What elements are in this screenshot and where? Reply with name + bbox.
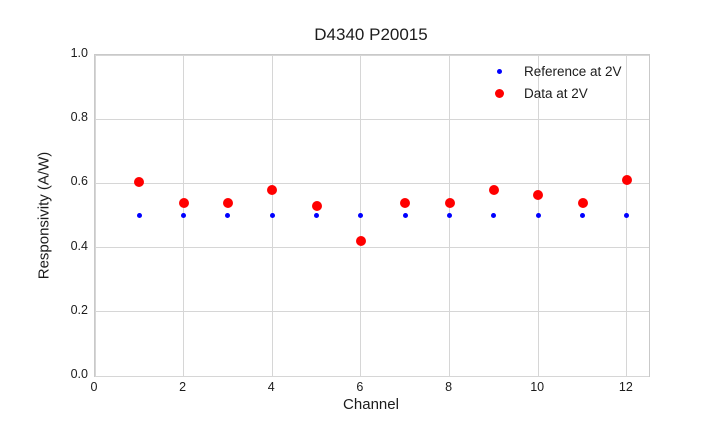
point-series1-ch8	[444, 197, 455, 208]
point-series0-ch2	[181, 213, 187, 218]
point-series1-ch5	[311, 200, 322, 211]
point-series1-ch6	[355, 236, 366, 247]
point-series1-ch9	[488, 184, 499, 195]
y-tick-label-0.4: 0.4	[70, 238, 88, 253]
legend-entry-0: Reference at 2V	[485, 61, 622, 83]
legend-label: Reference at 2V	[524, 64, 622, 80]
y-tick-label-0.0: 0.0	[70, 367, 88, 381]
legend-label: Data at 2V	[524, 85, 588, 101]
legend: Reference at 2V Data at 2V	[485, 61, 622, 104]
point-series0-ch5	[314, 213, 320, 218]
point-series1-ch10	[533, 189, 544, 200]
y-gridline-0.0	[95, 375, 649, 377]
y-tick-label-0.8: 0.8	[70, 110, 88, 125]
y-tick-label-0.6: 0.6	[70, 174, 88, 189]
y-gridline-0.4	[95, 247, 649, 249]
point-series1-ch12	[621, 175, 632, 186]
legend-entry-1: Data at 2V	[485, 83, 622, 105]
point-series1-ch2	[178, 197, 189, 208]
plot-area: Reference at 2V Data at 2V	[94, 54, 650, 377]
point-series0-ch11	[580, 213, 586, 218]
point-series0-ch8	[447, 213, 453, 218]
y-tick-label-1.0: 1.0	[70, 46, 88, 60]
x-tick-label-12: 12	[618, 380, 633, 394]
y-gridline-0.6	[95, 182, 649, 184]
x-gridline-0	[94, 55, 96, 376]
point-series1-ch4	[267, 184, 278, 195]
x-tick-label-8: 8	[445, 380, 453, 394]
x-tick-label-4: 4	[267, 380, 275, 394]
point-series0-ch12	[624, 213, 630, 218]
point-series1-ch3	[222, 197, 233, 208]
y-gridline-0.2	[95, 311, 649, 313]
x-tick-label-2: 2	[179, 380, 187, 394]
point-series0-ch9	[491, 213, 497, 218]
point-series1-ch1	[134, 176, 145, 187]
point-series0-ch6	[358, 213, 364, 218]
legend-marker-icon	[494, 88, 504, 98]
point-series0-ch7	[402, 213, 408, 218]
y-axis-label: Responsivity (A/W)	[35, 151, 53, 280]
y-gridline-0.8	[95, 118, 649, 120]
x-tick-label-10: 10	[530, 380, 545, 394]
point-series1-ch7	[400, 197, 411, 208]
y-gridline-1.0	[95, 54, 649, 56]
x-tick-label-6: 6	[356, 380, 364, 394]
legend-marker-cell	[485, 88, 513, 98]
point-series0-ch1	[136, 213, 142, 218]
point-series0-ch3	[225, 213, 231, 218]
x-tick-label-0: 0	[90, 380, 98, 394]
y-tick-label-0.2: 0.2	[70, 302, 88, 317]
point-series0-ch4	[269, 213, 275, 218]
chart-title: D4340 P20015	[314, 25, 428, 44]
legend-marker-cell	[485, 69, 513, 75]
point-series1-ch11	[577, 197, 588, 208]
x-axis-label: Channel	[343, 396, 399, 413]
legend-marker-icon	[496, 69, 502, 75]
point-series0-ch10	[535, 213, 541, 218]
